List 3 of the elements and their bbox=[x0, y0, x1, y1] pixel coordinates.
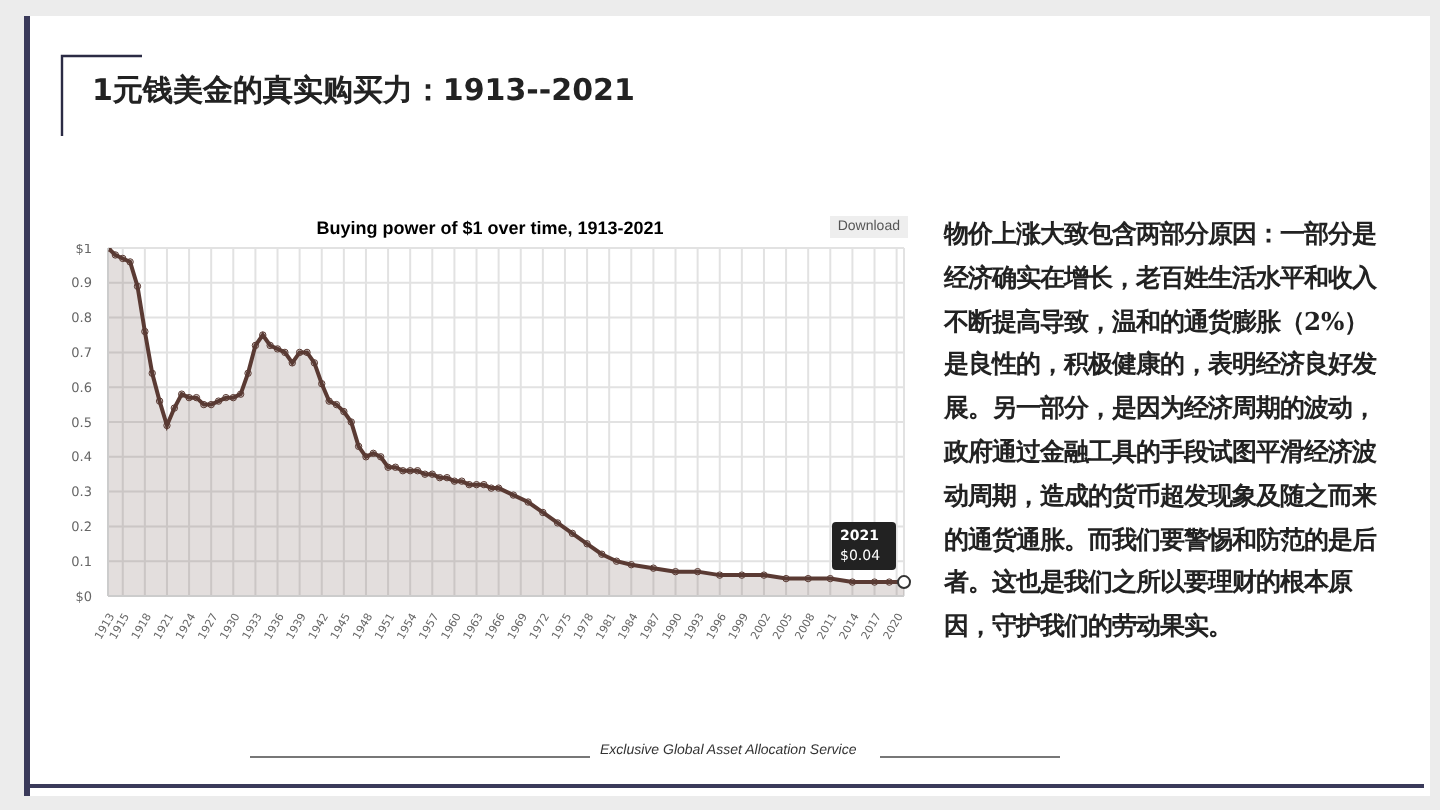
text: 物价上涨大致包含两部分原因：一部分是经济确实在增长，老百姓生活水平和收入不断提高导致，温和的通货膨胀（2%）是良性的，积极健康的，表明经济良好发展。另一部分，是因为经济周期的波动，政府通过金融工具的手段试图平滑经济波动周期，造成的货币超发现象及随之而来的通货通胀。而我们要警惕和防范的是后者。这也是我们之所以要理财的根本原因，守护我们的劳动果实。 bbox=[944, 218, 1376, 641]
chart-title: 1元钱美金的真实购买力：1913--2021 bbox=[92, 72, 635, 110]
chart-subtitle: Buying power of $1 over time, 1913-2021 bbox=[316, 218, 664, 238]
